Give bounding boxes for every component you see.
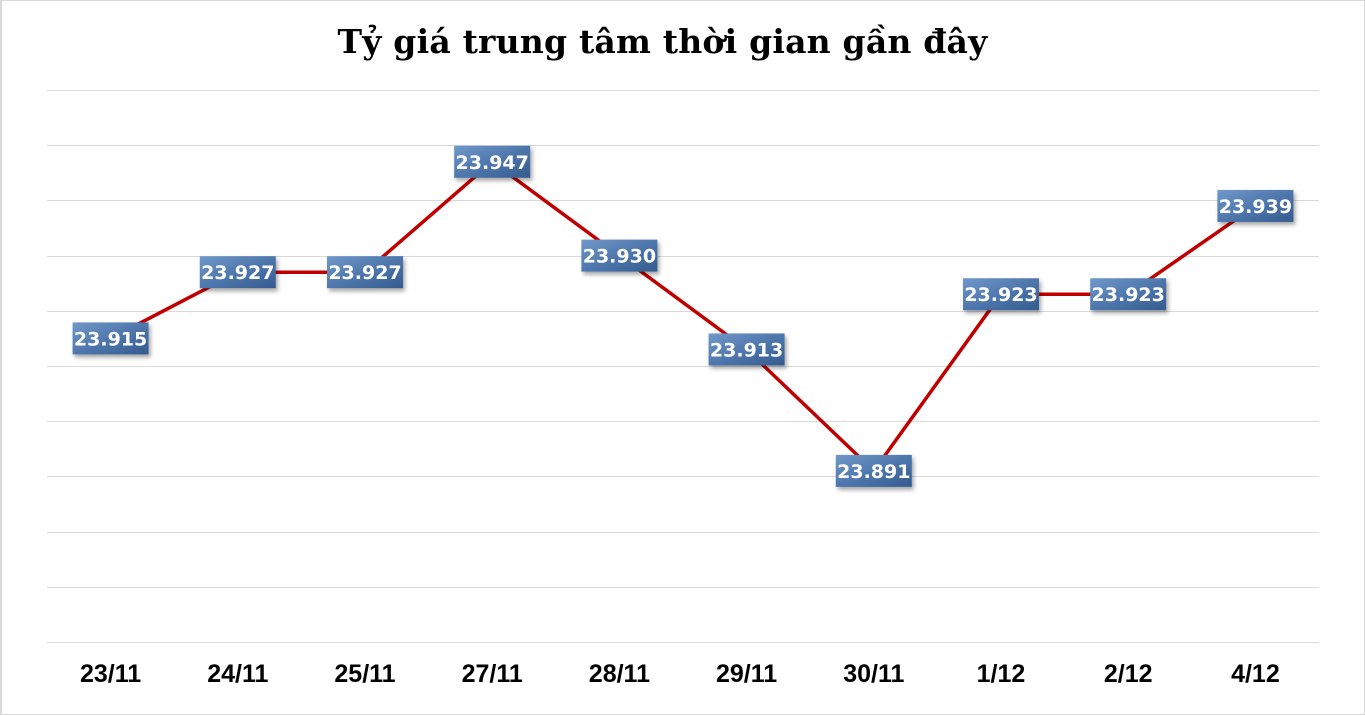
x-tick-label: 1/12 bbox=[977, 660, 1026, 688]
data-label: 23.915 bbox=[72, 322, 149, 355]
x-tick-label: 25/11 bbox=[334, 660, 395, 688]
svg-text:23.939: 23.939 bbox=[1219, 196, 1292, 218]
svg-text:23.923: 23.923 bbox=[1092, 284, 1165, 306]
series-line bbox=[109, 160, 1257, 473]
data-label: 23.923 bbox=[963, 278, 1039, 311]
data-label: 23.923 bbox=[1090, 278, 1167, 311]
svg-text:23.947: 23.947 bbox=[456, 152, 529, 174]
chart-title: Tỷ giá trung tâm thời gian gần đây bbox=[337, 22, 988, 61]
data-label: 23.927 bbox=[327, 256, 403, 289]
x-tick-label: 2/12 bbox=[1104, 660, 1153, 688]
x-tick-label: 29/11 bbox=[716, 660, 777, 688]
x-tick-label: 30/11 bbox=[843, 660, 904, 688]
svg-text:23.927: 23.927 bbox=[201, 262, 274, 284]
x-tick-label: 27/11 bbox=[462, 660, 523, 688]
data-labels: 23.915 23.927 23.927 23.947 23.930 23.913 23.8… bbox=[72, 145, 1294, 487]
data-label: 23.947 bbox=[454, 145, 531, 178]
svg-text:23.923: 23.923 bbox=[964, 284, 1037, 306]
svg-text:23.915: 23.915 bbox=[74, 328, 147, 350]
svg-text:23.930: 23.930 bbox=[583, 246, 656, 268]
x-tick-label: 24/11 bbox=[207, 660, 268, 688]
x-tick-label: 28/11 bbox=[589, 660, 650, 688]
gridlines bbox=[47, 90, 1319, 643]
data-line bbox=[109, 160, 1257, 473]
data-label: 23.891 bbox=[835, 454, 912, 487]
x-tick-label: 4/12 bbox=[1231, 660, 1280, 688]
svg-text:23.913: 23.913 bbox=[710, 339, 783, 361]
data-label: 23.930 bbox=[581, 239, 658, 272]
data-label: 23.927 bbox=[199, 256, 276, 289]
svg-text:23.891: 23.891 bbox=[837, 461, 910, 483]
data-label: 23.939 bbox=[1217, 189, 1294, 222]
svg-text:23.927: 23.927 bbox=[328, 262, 401, 284]
x-tick-label: 23/11 bbox=[80, 660, 141, 688]
data-label: 23.913 bbox=[708, 333, 785, 366]
x-axis-labels: 23/11 24/11 25/11 27/11 28/11 29/11 30/11 1/12 2… bbox=[80, 660, 1280, 688]
